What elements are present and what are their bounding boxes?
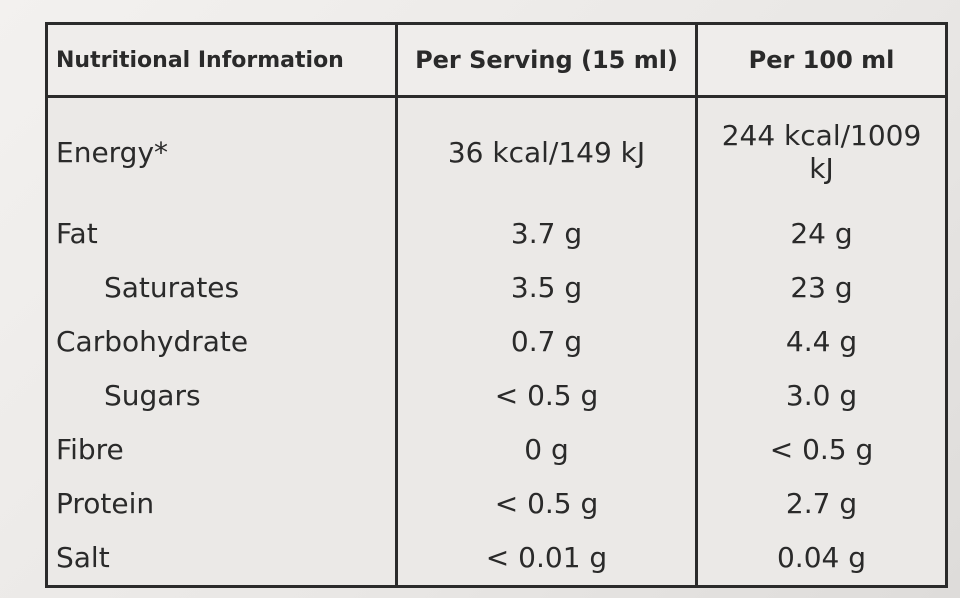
nutrient-label: Saturates xyxy=(45,260,398,315)
nutrient-value: 3.7 g xyxy=(395,206,698,261)
nutrient-label: Sugars xyxy=(45,368,398,423)
table-row: Carbohydrate 0.7 g 4.4 g xyxy=(45,314,948,369)
header-row: Nutritional Information Per Serving (15 m… xyxy=(45,22,948,98)
nutrient-label: Protein xyxy=(45,476,398,531)
header-cell: Nutritional Information xyxy=(45,22,398,98)
nutrition-table: Nutritional Information Per Serving (15 m… xyxy=(45,22,948,589)
nutrient-label: Fibre xyxy=(45,422,398,477)
table-row: Fibre 0 g < 0.5 g xyxy=(45,422,948,477)
table-row: Protein < 0.5 g 2.7 g xyxy=(45,476,948,531)
table-row: Sugars < 0.5 g 3.0 g xyxy=(45,368,948,423)
nutrient-value: 3.5 g xyxy=(395,260,698,315)
nutrient-value: 244 kcal/1009 kJ xyxy=(695,96,948,207)
nutrient-value: 4.4 g xyxy=(695,314,948,369)
nutrient-value: < 0.5 g xyxy=(695,422,948,477)
table-row: Fat 3.7 g 24 g xyxy=(45,206,948,261)
nutrient-value: < 0.5 g xyxy=(395,476,698,531)
header-cell: Per Serving (15 ml) xyxy=(395,22,698,98)
table-row: Salt < 0.01 g 0.04 g xyxy=(45,530,948,589)
table-body: Energy* 36 kcal/149 kJ 244 kcal/1009 kJ Fat… xyxy=(45,96,948,589)
nutrient-label: Carbohydrate xyxy=(45,314,398,369)
table-row: Saturates 3.5 g 23 g xyxy=(45,260,948,315)
nutrient-value: 36 kcal/149 kJ xyxy=(395,96,698,207)
nutrient-label: Fat xyxy=(45,206,398,261)
nutrient-label: Salt xyxy=(45,530,398,589)
nutrient-value: < 0.01 g xyxy=(395,530,698,589)
header-cell: Per 100 ml xyxy=(695,22,948,98)
nutrient-value: 3.0 g xyxy=(695,368,948,423)
nutrient-value: 0.04 g xyxy=(695,530,948,589)
nutrient-value: 23 g xyxy=(695,260,948,315)
nutrient-value: 0 g xyxy=(395,422,698,477)
table-row: Energy* 36 kcal/149 kJ 244 kcal/1009 kJ xyxy=(45,96,948,207)
nutrient-label: Energy* xyxy=(45,96,398,207)
nutrient-value: 0.7 g xyxy=(395,314,698,369)
nutrient-value: 2.7 g xyxy=(695,476,948,531)
nutrient-value: < 0.5 g xyxy=(395,368,698,423)
nutrient-value: 24 g xyxy=(695,206,948,261)
